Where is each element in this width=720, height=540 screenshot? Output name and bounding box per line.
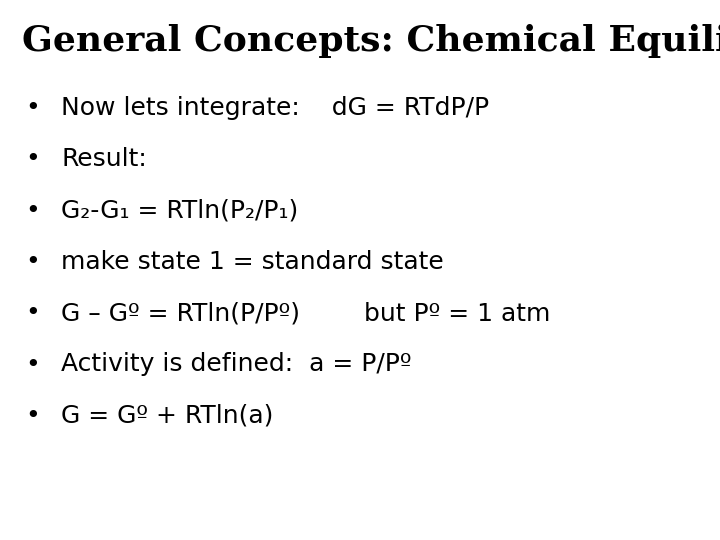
Text: •: • xyxy=(25,199,40,222)
Text: General Concepts: Chemical Equilibrium: General Concepts: Chemical Equilibrium xyxy=(22,24,720,58)
Text: Result:: Result: xyxy=(61,147,147,171)
Text: make state 1 = standard state: make state 1 = standard state xyxy=(61,250,444,274)
Text: •: • xyxy=(25,301,40,325)
Text: G = Gº + RTln(a): G = Gº + RTln(a) xyxy=(61,404,274,428)
Text: G₂-G₁ = RTln(P₂/P₁): G₂-G₁ = RTln(P₂/P₁) xyxy=(61,199,299,222)
Text: •: • xyxy=(25,96,40,120)
Text: Activity is defined:  a = P/Pº: Activity is defined: a = P/Pº xyxy=(61,353,412,376)
Text: G – Gº = RTln(P/Pº)        but Pº = 1 atm: G – Gº = RTln(P/Pº) but Pº = 1 atm xyxy=(61,301,551,325)
Text: •: • xyxy=(25,353,40,376)
Text: Now lets integrate:    dG = RTdP/P: Now lets integrate: dG = RTdP/P xyxy=(61,96,490,120)
Text: •: • xyxy=(25,147,40,171)
Text: •: • xyxy=(25,404,40,428)
Text: •: • xyxy=(25,250,40,274)
